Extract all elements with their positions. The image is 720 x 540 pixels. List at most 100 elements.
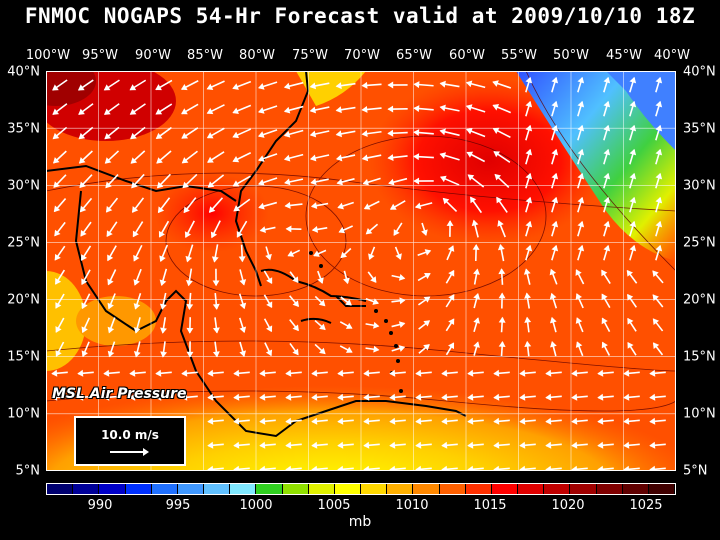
lat-label: 30°N <box>7 178 40 194</box>
wind-arrow <box>283 153 304 162</box>
wind-arrow <box>284 201 303 209</box>
wind-arrow <box>577 100 585 117</box>
wind-arrow <box>105 173 119 189</box>
wind-arrow <box>186 292 194 311</box>
wind-arrow <box>577 76 585 93</box>
wind-arrow <box>258 177 278 186</box>
wind-arrow <box>413 105 434 113</box>
wind-arrow <box>652 342 664 356</box>
wind-arrow <box>472 243 480 262</box>
wind-arrow <box>259 441 276 449</box>
wind-arrow <box>107 293 116 310</box>
wind-arrow <box>309 130 330 138</box>
lat-label: 10°N <box>683 406 716 422</box>
scale-tick-label: 995 <box>165 498 191 513</box>
wind-arrow <box>239 341 247 357</box>
wind-arrow <box>182 173 198 189</box>
wind-arrow <box>133 244 143 262</box>
scale-color-cell <box>465 484 492 494</box>
wind-arrow <box>467 441 484 449</box>
wind-arrow <box>259 417 276 425</box>
wind-arrow <box>393 222 403 236</box>
wind-arrow <box>103 393 120 401</box>
wind-arrow <box>649 441 666 449</box>
wind-arrow <box>473 317 480 333</box>
scale-color-cell <box>177 484 205 494</box>
wind-arrow <box>361 81 382 89</box>
scale-tick-label: 990 <box>87 498 113 513</box>
wind-arrow <box>130 150 146 164</box>
wind-arrow <box>473 268 480 285</box>
wind-arrow <box>183 197 197 214</box>
isobars <box>46 71 676 412</box>
wind-vectors <box>51 76 666 471</box>
wind-arrow <box>181 369 198 377</box>
wind-arrow <box>285 225 302 233</box>
wind-arrow <box>155 79 173 91</box>
wind-arrow <box>81 317 91 334</box>
wind-arrow <box>603 196 611 213</box>
wind-arrow <box>465 104 486 113</box>
scale-color-cell <box>439 484 466 494</box>
wind-arrow <box>313 249 327 257</box>
wind-arrow <box>473 292 480 309</box>
wind-arrow <box>129 369 146 377</box>
wind-arrow <box>77 393 94 401</box>
wind-arrow <box>258 81 278 90</box>
wind-arrow <box>525 244 533 261</box>
wind-arrow <box>232 152 252 163</box>
wind-arrow <box>78 103 94 115</box>
wind-arrow <box>314 343 326 355</box>
wind-arrow <box>340 247 352 259</box>
wind-arrow <box>441 441 458 449</box>
color-scale-bar <box>46 483 676 495</box>
wind-arrow <box>335 130 356 138</box>
wind-arrow <box>155 369 172 377</box>
wind-arrow <box>81 293 91 310</box>
scale-color-cell <box>491 484 519 494</box>
scale-color-cell <box>622 484 649 494</box>
wind-arrow <box>652 318 664 332</box>
wind-arrow <box>185 268 193 287</box>
wind-arrow <box>601 341 611 356</box>
lon-label: 90°W <box>135 48 171 63</box>
wind-arrow <box>519 393 536 401</box>
wind-arrow <box>336 154 356 162</box>
wind-arrow <box>623 393 640 401</box>
wind-arrow <box>211 244 219 263</box>
wind-arrow <box>206 104 225 115</box>
wind-arrow <box>283 105 304 114</box>
wind-arrow <box>623 441 640 449</box>
wind-arrow <box>415 369 432 377</box>
wind-arrow <box>629 196 637 213</box>
wind-arrow <box>391 273 406 281</box>
lat-label: 35°N <box>683 121 716 137</box>
wind-arrow <box>156 173 171 189</box>
wind-arrow <box>439 104 460 112</box>
wind-arrow <box>285 441 302 449</box>
wind-arrow <box>155 126 172 140</box>
wind-arrow <box>421 222 428 236</box>
wind-arrow <box>103 369 120 377</box>
wind-arrow <box>314 295 326 307</box>
wind-arrow <box>493 417 510 425</box>
wind-arrow <box>238 317 247 334</box>
wind-arrow <box>629 124 637 141</box>
wind-arrow <box>310 178 329 186</box>
wind-arrow <box>571 369 588 377</box>
scale-color-cell <box>73 484 100 494</box>
wind-arrow <box>208 197 224 213</box>
lat-label: 40°N <box>683 64 716 80</box>
wind-arrow <box>207 441 224 449</box>
wind-arrow <box>394 246 402 260</box>
wind-arrow <box>336 178 355 186</box>
wind-arrow <box>601 269 611 285</box>
wind-arrow <box>311 441 328 449</box>
wind-arrow <box>571 441 588 449</box>
wind-arrow <box>265 246 272 261</box>
wind-arrow <box>264 342 273 357</box>
wind-arrow <box>439 152 460 161</box>
wind-arrow <box>525 220 533 237</box>
wind-arrow <box>258 201 278 210</box>
wind-arrow <box>575 317 584 333</box>
